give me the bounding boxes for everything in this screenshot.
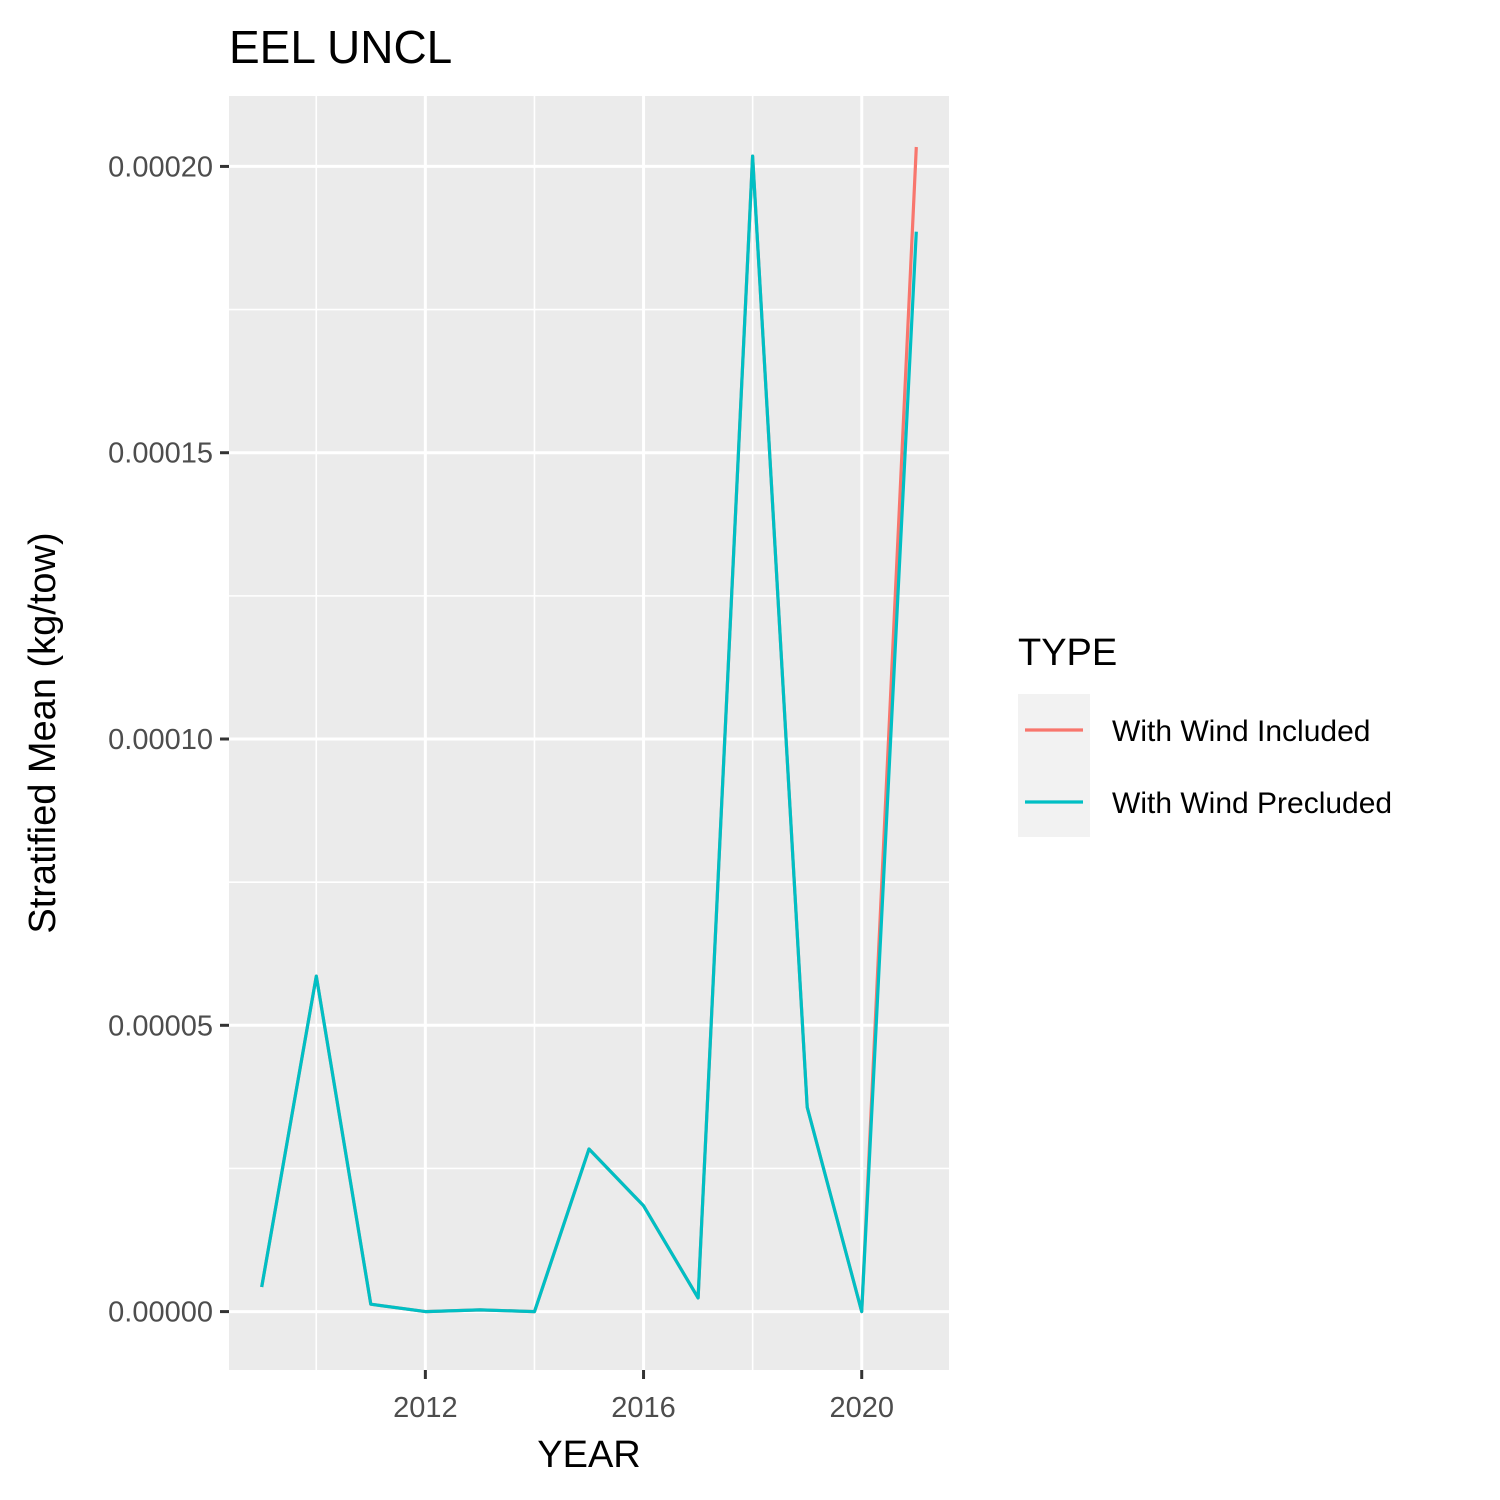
- y-tick-label: 0.00005: [108, 1010, 213, 1042]
- legend-title: TYPE: [1018, 632, 1117, 674]
- x-tick-label: 2012: [393, 1392, 458, 1424]
- y-tick-label: 0.00010: [108, 724, 213, 756]
- legend-label: With Wind Precluded: [1112, 787, 1392, 820]
- y-tick-label: 0.00015: [108, 438, 213, 470]
- x-tick-label: 2016: [611, 1392, 676, 1424]
- x-axis-title: YEAR: [537, 1434, 640, 1476]
- legend-label: With Wind Included: [1112, 715, 1370, 748]
- series-line-with-wind-precluded: [260, 154, 918, 1314]
- tick-labels: 2012 2016 2020 0.00000 0.00005 0.00010 0.00015…: [108, 151, 894, 1424]
- y-axis-title: Stratified Mean (kg/tow): [22, 532, 64, 933]
- major-gridlines: [229, 96, 949, 1370]
- series-lines: [260, 146, 918, 1314]
- x-tick-label: 2020: [829, 1392, 894, 1424]
- axis-ticks: [220, 164, 864, 1379]
- y-tick-label: 0.00020: [108, 151, 213, 183]
- legend-key-background: [1018, 694, 1090, 837]
- legend: TYPE With Wind Included With Wind Preclud…: [1018, 632, 1392, 837]
- y-tick-label: 0.00000: [108, 1297, 213, 1329]
- plot-panel: [229, 96, 949, 1370]
- chart-title: EEL UNCL: [229, 21, 452, 73]
- legend-items: With Wind Included With Wind Precluded: [1025, 715, 1392, 820]
